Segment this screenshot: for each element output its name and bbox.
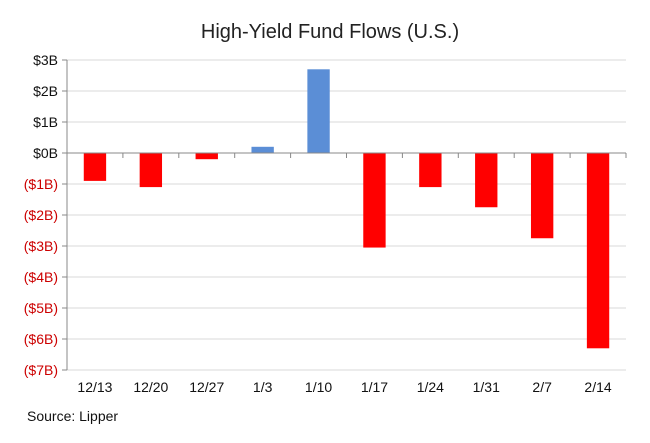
y-tick-label: ($2B) — [24, 207, 58, 223]
bar — [307, 69, 329, 153]
x-tick-label: 12/20 — [133, 379, 168, 395]
bar — [531, 153, 553, 238]
x-axis-tick-labels: 12/13 12/20 12/27 1/3 1/10 1/17 1/24 1/31 2/7 2/1… — [77, 379, 611, 395]
bar — [84, 153, 106, 181]
bars — [84, 69, 609, 348]
y-tick-label: $2B — [33, 83, 58, 99]
bar — [419, 153, 441, 187]
bar — [475, 153, 497, 207]
bar — [196, 153, 218, 159]
x-tick-label: 2/7 — [532, 379, 552, 395]
chart-title: High-Yield Fund Flows (U.S.) — [201, 21, 459, 43]
x-tick-label: 1/10 — [305, 379, 332, 395]
x-tick-label: 12/27 — [189, 379, 224, 395]
x-tick-label: 1/3 — [253, 379, 273, 395]
fund-flows-chart: High-Yield Fund Flows (U.S.) $3B $2B $1B $0… — [0, 0, 650, 443]
y-tick-label: $1B — [33, 114, 58, 130]
y-tick-label: $3B — [33, 52, 58, 68]
source-note: Source: Lipper — [27, 408, 118, 424]
y-tick-label: ($7B) — [24, 362, 58, 378]
x-tick-label: 1/17 — [361, 379, 388, 395]
bar — [251, 147, 273, 153]
bar — [140, 153, 162, 187]
bar — [587, 153, 609, 348]
bar — [363, 153, 385, 248]
x-tick-label: 12/13 — [77, 379, 112, 395]
y-tick-label: ($6B) — [24, 331, 58, 347]
y-tick-label: ($5B) — [24, 300, 58, 316]
x-tick-label: 1/31 — [473, 379, 500, 395]
x-tick-label: 2/14 — [584, 379, 611, 395]
y-axis-tick-labels: $3B $2B $1B $0B ($1B) ($2B) ($3B) ($4B) ($5B) ($6… — [24, 52, 58, 378]
y-tick-label: ($4B) — [24, 269, 58, 285]
x-tick-label: 1/24 — [417, 379, 444, 395]
y-tick-label: $0B — [33, 145, 58, 161]
y-tick-label: ($1B) — [24, 176, 58, 192]
y-tick-label: ($3B) — [24, 238, 58, 254]
